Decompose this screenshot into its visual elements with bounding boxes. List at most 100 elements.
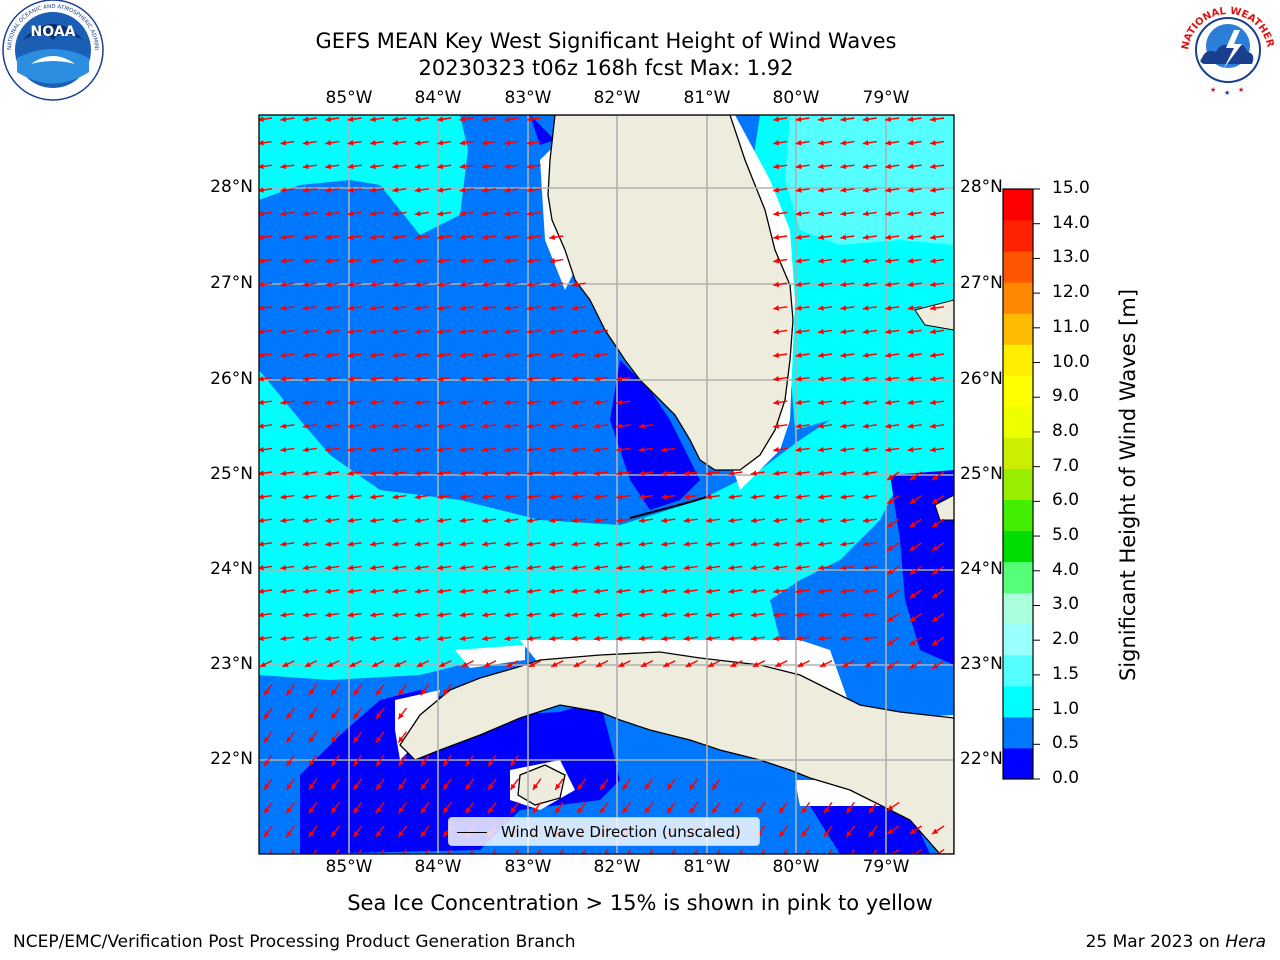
wind-wave-vector	[728, 494, 743, 500]
wind-wave-vector	[481, 446, 497, 453]
wind-wave-vector	[638, 423, 653, 429]
wind-wave-vector	[773, 399, 788, 406]
wind-wave-vector	[909, 518, 922, 528]
wind-wave-vector	[795, 234, 810, 240]
colorbar-segment	[1003, 561, 1033, 594]
wind-wave-vector	[549, 588, 564, 594]
colorbar-segment	[1003, 530, 1033, 563]
wind-wave-vector	[302, 328, 317, 335]
wind-wave-vector	[773, 588, 788, 594]
wind-wave-vector	[931, 518, 945, 528]
wind-wave-vector	[302, 352, 317, 358]
wind-wave-vector	[437, 305, 452, 311]
lon-label-bottom: 82°W	[593, 857, 641, 877]
wind-wave-vector	[369, 541, 385, 547]
wind-wave-vector	[795, 210, 810, 217]
wind-wave-vector	[907, 163, 922, 170]
wind-wave-vector	[504, 588, 519, 594]
wind-wave-vector	[549, 352, 564, 358]
wind-wave-vector	[459, 423, 474, 429]
lon-label-bottom: 79°W	[862, 857, 910, 877]
wind-wave-vector	[437, 423, 452, 429]
wind-wave-vector	[392, 470, 407, 476]
wind-wave-vector	[573, 660, 586, 668]
wind-wave-vector	[621, 801, 631, 814]
lat-label-right: 26°N	[960, 369, 1003, 389]
wind-wave-vector	[414, 517, 429, 524]
wind-wave-vector	[392, 187, 407, 193]
svg-text:★: ★	[1210, 86, 1216, 94]
colorbar	[1003, 188, 1040, 780]
wind-wave-vector	[662, 660, 676, 668]
wind-wave-vector	[549, 328, 564, 335]
wind-wave-vector	[526, 234, 541, 240]
wind-wave-vector	[571, 635, 586, 642]
lat-label-left: 24°N	[210, 559, 253, 579]
wind-wave-vector	[840, 635, 855, 642]
wind-wave-vector	[862, 281, 877, 288]
wind-wave-vector	[459, 612, 474, 618]
wind-wave-vector	[369, 234, 385, 240]
wind-wave-vector	[526, 352, 541, 358]
lon-label-bottom: 80°W	[772, 857, 820, 877]
colorbar-segment	[1003, 623, 1033, 656]
wind-wave-vector	[459, 517, 474, 524]
wind-wave-vector	[661, 588, 676, 594]
wind-wave-vector	[872, 849, 878, 854]
lat-label-left: 26°N	[210, 369, 253, 389]
wind-wave-vector	[504, 305, 519, 311]
wind-wave-vector	[347, 588, 362, 594]
wind-wave-vector	[347, 541, 362, 547]
wind-wave-vector	[280, 517, 295, 524]
wind-wave-vector	[504, 328, 519, 335]
wind-wave-vector	[526, 423, 541, 429]
colorbar-segment	[1003, 592, 1033, 625]
wind-wave-vector	[308, 778, 318, 791]
wind-wave-vector	[907, 258, 922, 264]
wind-wave-vector	[840, 517, 855, 524]
wind-wave-vector	[593, 470, 609, 476]
wind-wave-vector	[526, 564, 541, 571]
colorbar-tick-label: 1.0	[1052, 698, 1080, 719]
wind-wave-vector	[414, 163, 429, 170]
wind-wave-vector	[459, 210, 474, 217]
wind-wave-vector	[593, 328, 609, 335]
wind-wave-vector	[504, 470, 519, 476]
wind-wave-vector	[778, 801, 788, 814]
wind-wave-vector	[886, 495, 900, 505]
wind-wave-vector	[817, 588, 833, 594]
wind-wave-vector	[302, 423, 317, 429]
wind-wave-vector	[347, 612, 362, 618]
wind-wave-vector	[823, 825, 833, 838]
wind-wave-vector	[504, 399, 519, 406]
wind-wave-vector	[862, 423, 877, 429]
colorbar-segment	[1003, 313, 1033, 345]
lat-label-left: 22°N	[210, 749, 253, 769]
wind-wave-vector	[778, 825, 788, 838]
wind-wave-vector	[817, 210, 833, 217]
wind-wave-vector	[661, 612, 676, 618]
wind-wave-vector	[280, 494, 295, 500]
lat-label-right: 23°N	[960, 654, 1003, 674]
wind-wave-vector	[817, 352, 833, 358]
wind-wave-vector	[885, 328, 900, 335]
wind-wave-vector	[909, 660, 922, 670]
wind-wave-vector	[795, 423, 810, 429]
wind-wave-vector	[526, 187, 541, 193]
wind-wave-vector	[795, 612, 810, 618]
wind-wave-vector	[549, 281, 564, 288]
lon-label-bottom: 83°W	[504, 857, 552, 877]
wind-wave-vector	[886, 801, 900, 811]
wind-wave-vector	[437, 116, 452, 122]
wind-wave-vector	[773, 564, 788, 571]
legend-line-icon	[457, 832, 487, 833]
wind-wave-vector	[929, 140, 945, 146]
nws-logo: NATIONAL WEATHER SERVICE ★★★	[1176, 0, 1276, 98]
wind-wave-vector	[885, 234, 900, 240]
wind-wave-vector	[330, 754, 340, 767]
wind-wave-vector	[773, 258, 788, 264]
wind-wave-vector	[259, 517, 273, 524]
wind-wave-vector	[392, 494, 407, 500]
lon-label-top: 79°W	[862, 88, 910, 108]
wind-wave-vector	[414, 328, 429, 335]
